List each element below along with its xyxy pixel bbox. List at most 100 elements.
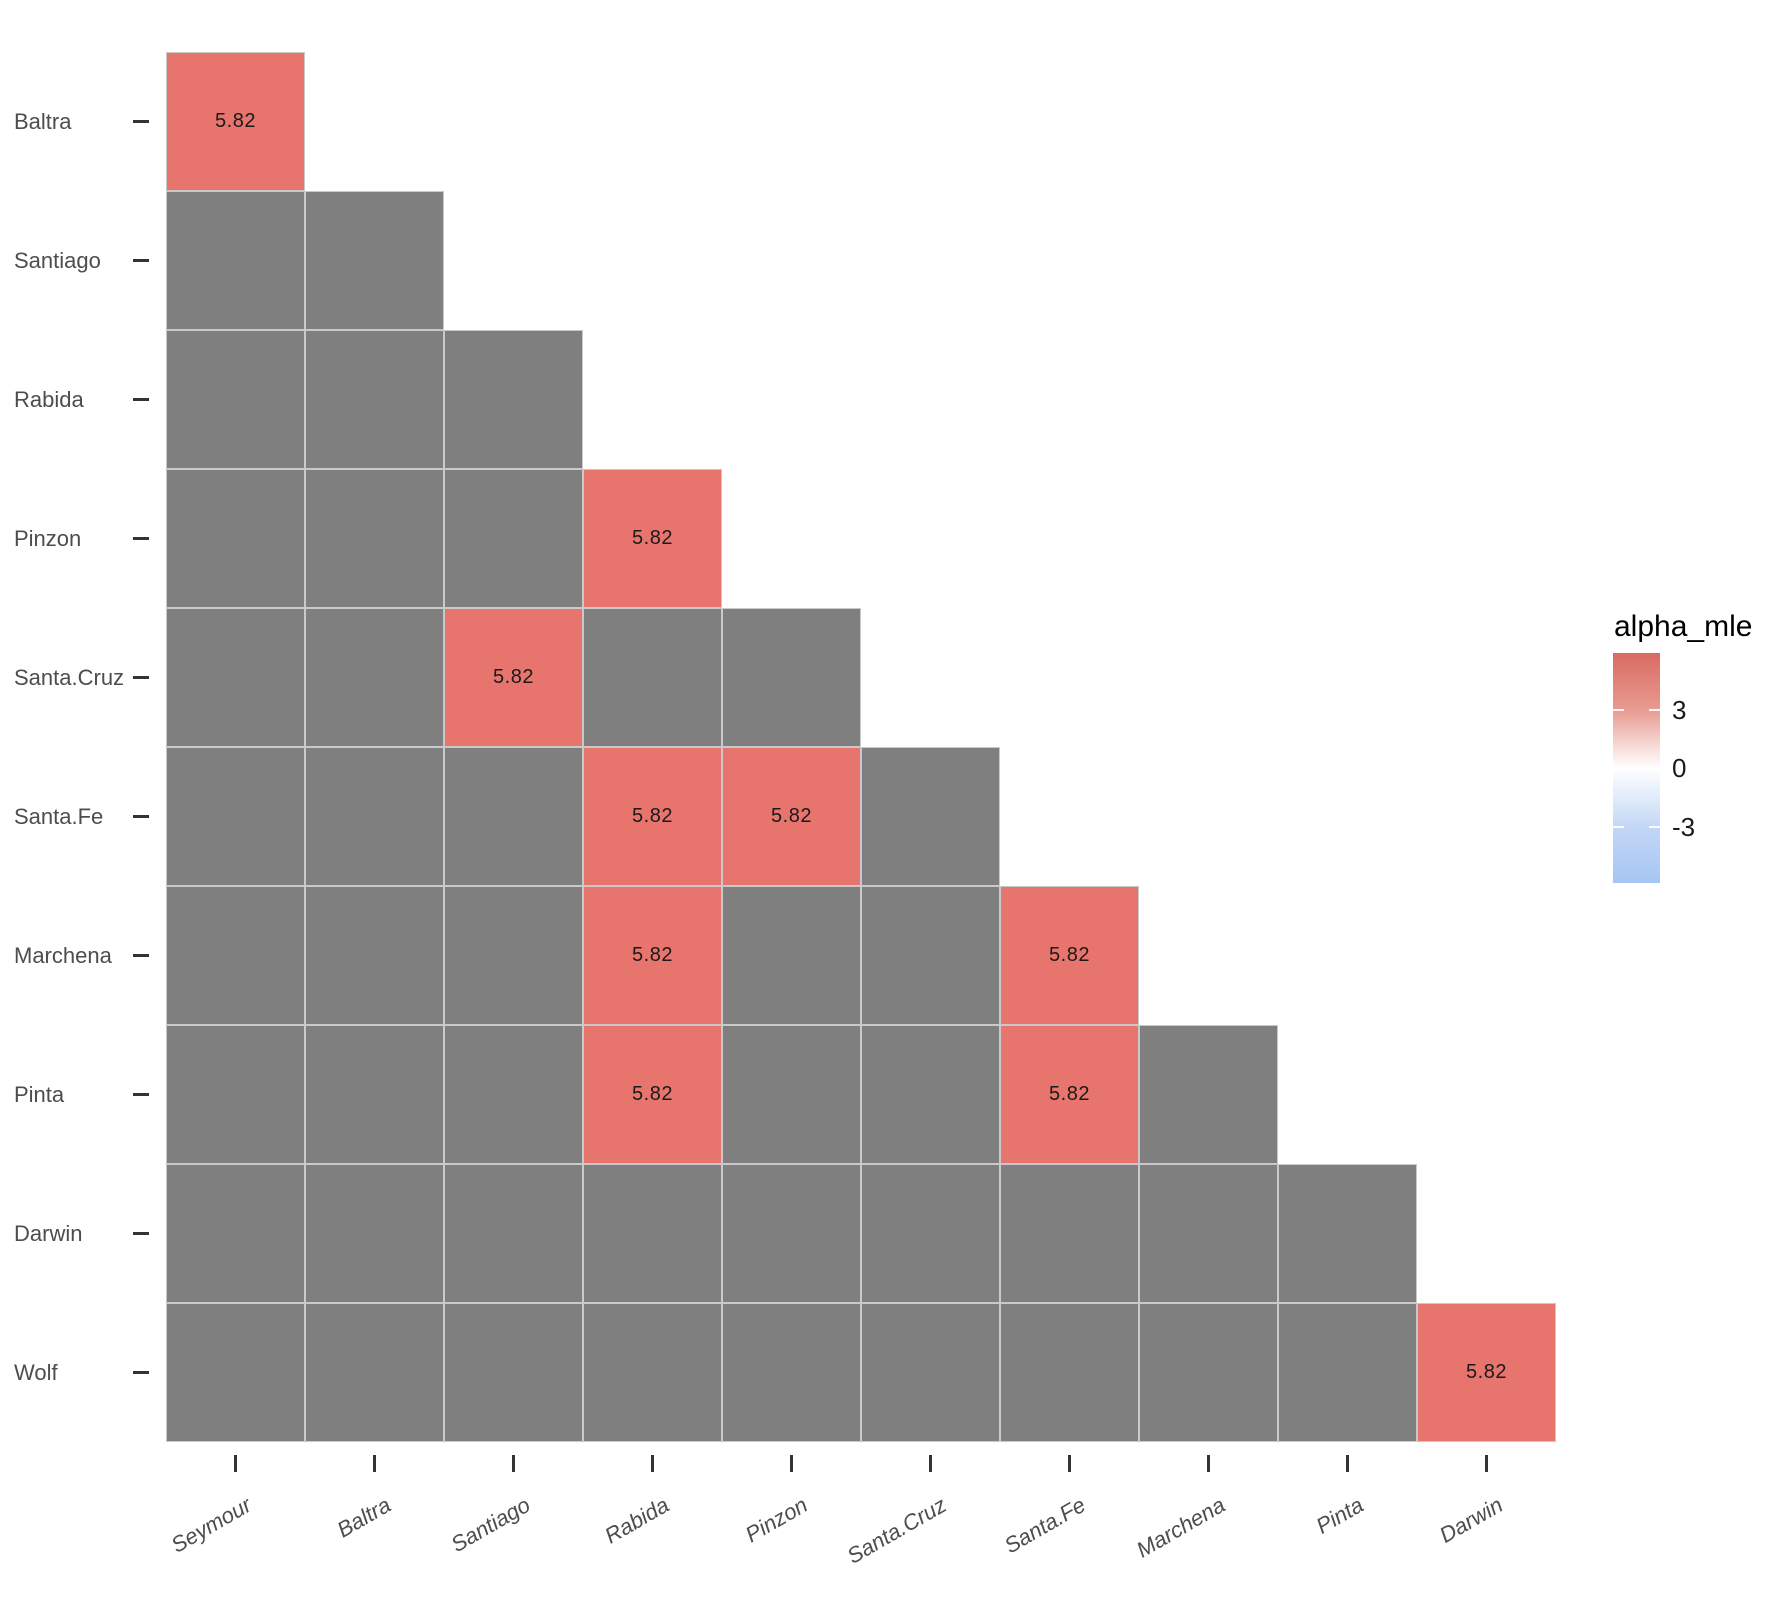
heatmap-cell	[861, 747, 1000, 886]
heatmap-cell	[1000, 1164, 1139, 1303]
x-axis-label: Marchena	[1131, 1492, 1229, 1563]
heatmap-cell	[166, 469, 305, 608]
heatmap-cell	[166, 1025, 305, 1164]
heatmap-cell	[722, 608, 861, 747]
heatmap-cell	[166, 1303, 305, 1442]
heatmap-cell-value: 5.82	[632, 944, 673, 966]
legend-tick-mark	[1649, 767, 1660, 769]
x-axis-label: Pinta	[1312, 1492, 1368, 1539]
x-axis-label: Santa.Cruz	[843, 1492, 951, 1569]
legend-title: alpha_mle	[1614, 610, 1753, 643]
heatmap-cell: 5.82	[1000, 886, 1139, 1025]
x-axis-label: Darwin	[1435, 1492, 1507, 1548]
y-axis-label: Santiago	[14, 247, 101, 273]
y-axis-label: Marchena	[14, 942, 112, 968]
heatmap-cell-value: 5.82	[632, 1083, 673, 1105]
legend-tick-mark	[1613, 709, 1624, 712]
legend-tick-label: 3	[1672, 695, 1687, 726]
legend-tick-label: 0	[1672, 753, 1687, 783]
heatmap-cell	[305, 886, 444, 1025]
legend-tick-mark	[1613, 826, 1624, 829]
heatmap-cell	[861, 1164, 1000, 1303]
y-axis-tick	[133, 537, 149, 540]
x-axis-label: Santiago	[446, 1492, 534, 1558]
heatmap-cell: 5.82	[583, 886, 722, 1025]
heatmap-cell-value: 5.82	[493, 666, 534, 688]
y-axis-label: Wolf	[14, 1359, 58, 1385]
heatmap-cell	[1278, 1303, 1417, 1442]
heatmap-cell-value: 5.82	[1049, 944, 1090, 966]
heatmap-cell: 5.82	[583, 1025, 722, 1164]
heatmap-cell	[305, 1164, 444, 1303]
x-axis-tick	[790, 1455, 793, 1472]
y-axis-tick	[133, 676, 149, 679]
x-axis-tick	[929, 1455, 932, 1472]
y-axis-tick	[133, 954, 149, 957]
y-axis-tick	[133, 1371, 149, 1374]
y-axis-tick	[133, 1093, 149, 1096]
heatmap-cell	[444, 1025, 583, 1164]
heatmap-cell	[722, 886, 861, 1025]
heatmap-cell-value: 5.82	[632, 805, 673, 827]
heatmap-cell	[305, 1025, 444, 1164]
x-axis-label: Seymour	[167, 1492, 256, 1558]
y-axis-tick	[133, 259, 149, 262]
heatmap-cell-value: 5.82	[215, 110, 256, 132]
heatmap-cell	[305, 608, 444, 747]
heatmap-cell: 5.82	[444, 608, 583, 747]
heatmap-cell	[166, 608, 305, 747]
heatmap-cell	[305, 191, 444, 330]
heatmap-cell	[444, 330, 583, 469]
x-axis-label: Baltra	[332, 1492, 395, 1543]
x-axis-tick	[234, 1455, 237, 1472]
x-axis-label: Santa.Fe	[1000, 1492, 1090, 1559]
heatmap-cell-value: 5.82	[632, 527, 673, 549]
heatmap-cell	[861, 1303, 1000, 1442]
heatmap-cell	[305, 747, 444, 886]
legend-tick-mark	[1613, 767, 1624, 769]
heatmap-cell: 5.82	[583, 469, 722, 608]
heatmap-cell: 5.82	[722, 747, 861, 886]
heatmap-cell	[444, 1164, 583, 1303]
heatmap-cell	[1139, 1164, 1278, 1303]
heatmap-cell	[1139, 1303, 1278, 1442]
x-axis-tick	[1346, 1455, 1349, 1472]
y-axis-tick	[133, 815, 149, 818]
y-axis-label: Pinzon	[14, 525, 82, 551]
heatmap-cell	[305, 1303, 444, 1442]
heatmap-cell	[861, 1025, 1000, 1164]
y-axis-label: Rabida	[14, 386, 84, 412]
x-axis-tick	[1068, 1455, 1071, 1472]
heatmap-cell	[722, 1025, 861, 1164]
heatmap-cell-value: 5.82	[1466, 1361, 1507, 1383]
heatmap-cell	[166, 747, 305, 886]
heatmap-cell	[305, 330, 444, 469]
heatmap-cell	[305, 469, 444, 608]
y-axis-label: Santa.Cruz	[14, 664, 125, 690]
heatmap-cell	[166, 886, 305, 1025]
x-axis-label: Pinzon	[741, 1492, 812, 1548]
y-axis-tick	[133, 398, 149, 401]
heatmap-cell	[1139, 1025, 1278, 1164]
heatmap-cell	[444, 747, 583, 886]
heatmap-cell	[444, 886, 583, 1025]
heatmap-cell-value: 5.82	[771, 805, 812, 827]
heatmap-cell: 5.82	[1417, 1303, 1556, 1442]
y-axis-label: Pinta	[14, 1081, 65, 1107]
y-axis-tick	[133, 1232, 149, 1235]
x-axis-label: Rabida	[600, 1492, 673, 1549]
heatmap-cell	[722, 1303, 861, 1442]
heatmap-cell: 5.82	[1000, 1025, 1139, 1164]
legend-tick-mark	[1649, 709, 1660, 712]
y-axis-label: Santa.Fe	[14, 803, 104, 829]
x-axis-tick	[512, 1455, 515, 1472]
heatmap-cell	[722, 1164, 861, 1303]
heatmap-cell	[166, 330, 305, 469]
heatmap-cell	[166, 191, 305, 330]
heatmap-cell	[583, 1303, 722, 1442]
heatmap-cell-value: 5.82	[1049, 1083, 1090, 1105]
x-axis-tick	[1485, 1455, 1488, 1472]
x-axis-tick	[651, 1455, 654, 1472]
heatmap-cell	[583, 1164, 722, 1303]
y-axis-tick	[133, 120, 149, 123]
